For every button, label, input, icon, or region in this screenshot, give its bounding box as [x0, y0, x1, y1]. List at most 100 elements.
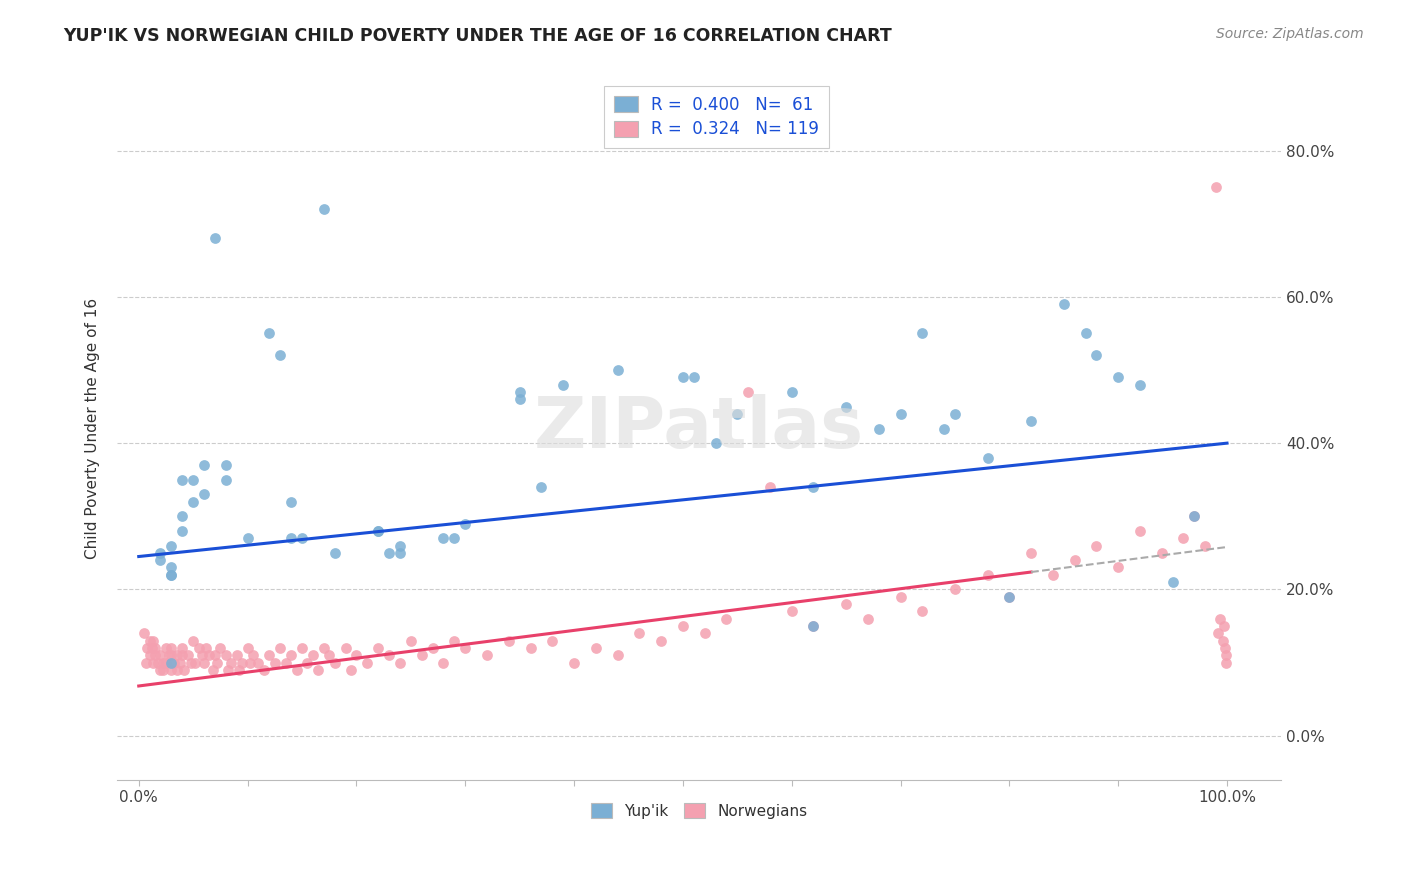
Point — [187, 640, 209, 655]
Point — [242, 648, 264, 663]
Point — [193, 656, 215, 670]
Point — [204, 648, 226, 663]
Point — [509, 392, 531, 407]
Point — [160, 648, 183, 663]
Point — [432, 656, 454, 670]
Point — [135, 656, 157, 670]
Point — [1053, 297, 1076, 311]
Point — [143, 640, 166, 655]
Point — [231, 656, 253, 670]
Text: YUP'IK VS NORWEGIAN CHILD POVERTY UNDER THE AGE OF 16 CORRELATION CHART: YUP'IK VS NORWEGIAN CHILD POVERTY UNDER … — [63, 27, 891, 45]
Point — [943, 582, 966, 597]
Point — [160, 560, 183, 574]
Point — [160, 640, 183, 655]
Point — [201, 663, 224, 677]
Point — [1161, 575, 1184, 590]
Point — [1213, 640, 1236, 655]
Point — [1042, 567, 1064, 582]
Point — [155, 656, 177, 670]
Point — [672, 370, 695, 384]
Point — [553, 377, 575, 392]
Point — [269, 640, 291, 655]
Point — [519, 640, 541, 655]
Point — [998, 590, 1021, 604]
Point — [204, 231, 226, 245]
Point — [136, 640, 159, 655]
Point — [285, 663, 308, 677]
Point — [160, 567, 183, 582]
Point — [181, 633, 204, 648]
Point — [411, 648, 433, 663]
Point — [228, 663, 250, 677]
Point — [562, 656, 585, 670]
Point — [1019, 546, 1042, 560]
Point — [682, 370, 704, 384]
Point — [725, 407, 748, 421]
Point — [367, 524, 389, 538]
Point — [215, 473, 238, 487]
Point — [835, 597, 858, 611]
Point — [388, 656, 411, 670]
Point — [172, 509, 194, 524]
Point — [259, 648, 281, 663]
Point — [803, 619, 825, 633]
Point — [142, 656, 165, 670]
Point — [280, 531, 302, 545]
Point — [1085, 539, 1108, 553]
Point — [1182, 509, 1205, 524]
Point — [184, 656, 207, 670]
Point — [205, 656, 228, 670]
Point — [1212, 633, 1234, 648]
Point — [1150, 546, 1173, 560]
Point — [628, 626, 651, 640]
Point — [225, 648, 247, 663]
Point — [509, 384, 531, 399]
Point — [152, 663, 174, 677]
Point — [149, 546, 172, 560]
Point — [193, 487, 215, 501]
Point — [280, 648, 302, 663]
Point — [217, 663, 239, 677]
Point — [138, 648, 160, 663]
Point — [160, 656, 183, 670]
Point — [236, 531, 259, 545]
Point — [759, 480, 782, 494]
Point — [1215, 648, 1237, 663]
Point — [274, 656, 297, 670]
Point — [259, 326, 281, 341]
Point — [356, 656, 378, 670]
Point — [454, 516, 477, 531]
Point — [134, 626, 156, 640]
Point — [344, 648, 367, 663]
Y-axis label: Child Poverty Under the Age of 16: Child Poverty Under the Age of 16 — [86, 298, 100, 559]
Point — [856, 612, 879, 626]
Point — [340, 663, 363, 677]
Point — [335, 640, 357, 655]
Point — [1182, 509, 1205, 524]
Point — [149, 663, 172, 677]
Point — [166, 663, 188, 677]
Point — [1074, 326, 1097, 341]
Point — [263, 656, 285, 670]
Point — [149, 648, 172, 663]
Point — [157, 648, 180, 663]
Point — [269, 348, 291, 362]
Point — [215, 648, 238, 663]
Point — [193, 458, 215, 472]
Point — [911, 326, 934, 341]
Point — [1085, 348, 1108, 362]
Point — [323, 546, 346, 560]
Point — [142, 633, 165, 648]
Point — [177, 648, 200, 663]
Point — [1209, 612, 1232, 626]
Point — [388, 539, 411, 553]
Point — [737, 384, 759, 399]
Point — [169, 656, 191, 670]
Point — [297, 656, 319, 670]
Point — [312, 640, 335, 655]
Point — [191, 648, 214, 663]
Point — [388, 546, 411, 560]
Point — [585, 640, 607, 655]
Point — [280, 494, 302, 508]
Point — [195, 640, 218, 655]
